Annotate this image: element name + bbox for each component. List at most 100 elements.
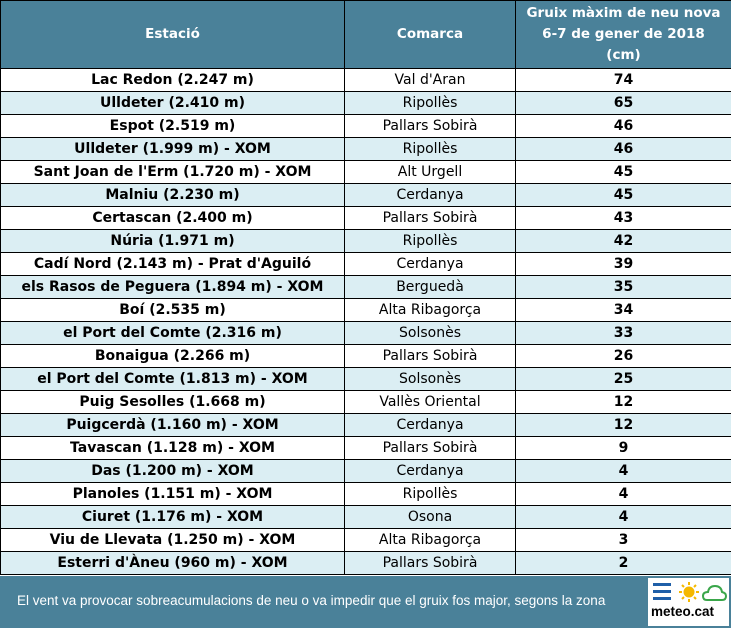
region-cell: Cerdanya <box>344 459 516 483</box>
table-row: Puigcerdà (1.160 m) - XOM Cerdanya 12 <box>0 413 731 437</box>
station-cell: Sant Joan de l'Erm (1.720 m) - XOM <box>0 160 345 184</box>
snow-depth-cell: 3 <box>515 528 731 552</box>
table-row: Cadí Nord (2.143 m) - Prat d'Aguiló Cerda… <box>0 252 731 276</box>
header-snow-line3: (cm) <box>606 47 641 63</box>
table-row: Esterri d'Àneu (960 m) - XOM Pallars Sobi… <box>0 551 731 575</box>
station-cell: Certascan (2.400 m) <box>0 206 345 230</box>
header-snow-line1: Gruix màxim de neu nova <box>526 5 721 21</box>
header-snow-line2: 6-7 de gener de 2018 <box>542 26 705 42</box>
region-cell: Alta Ribagorça <box>344 528 516 552</box>
region-cell: Pallars Sobirà <box>344 344 516 368</box>
region-cell: Pallars Sobirà <box>344 436 516 460</box>
table-row: Malniu (2.230 m) Cerdanya 45 <box>0 183 731 207</box>
region-cell: Osona <box>344 505 516 529</box>
region-cell: Vallès Oriental <box>344 390 516 414</box>
snow-depth-cell: 12 <box>515 390 731 414</box>
snow-depth-cell: 45 <box>515 160 731 184</box>
station-cell: Núria (1.971 m) <box>0 229 345 253</box>
station-cell: Puigcerdà (1.160 m) - XOM <box>0 413 345 437</box>
station-cell: Planoles (1.151 m) - XOM <box>0 482 345 506</box>
region-cell: Pallars Sobirà <box>344 114 516 138</box>
region-cell: Ripollès <box>344 137 516 161</box>
table-row: Das (1.200 m) - XOM Cerdanya 4 <box>0 459 731 483</box>
snow-depth-cell: 26 <box>515 344 731 368</box>
station-cell: Bonaigua (2.266 m) <box>0 344 345 368</box>
table-row: el Port del Comte (2.316 m) Solsonès 33 <box>0 321 731 345</box>
snow-depth-cell: 9 <box>515 436 731 460</box>
header-snow-depth: Gruix màxim de neu nova 6-7 de gener de … <box>515 0 731 69</box>
region-cell: Alt Urgell <box>344 160 516 184</box>
table-row: Ulldeter (2.410 m) Ripollès 65 <box>0 91 731 115</box>
station-cell: Puig Sesolles (1.668 m) <box>0 390 345 414</box>
snow-depth-cell: 4 <box>515 505 731 529</box>
region-cell: Cerdanya <box>344 183 516 207</box>
station-cell: Esterri d'Àneu (960 m) - XOM <box>0 551 345 575</box>
bars-icon <box>653 583 671 600</box>
station-cell: Viu de Llevata (1.250 m) - XOM <box>0 528 345 552</box>
table-row: el Port del Comte (1.813 m) - XOM Solsonè… <box>0 367 731 391</box>
table-row: Bonaigua (2.266 m) Pallars Sobirà 26 <box>0 344 731 368</box>
station-cell: el Port del Comte (1.813 m) - XOM <box>0 367 345 391</box>
table-header-row: Estació Comarca Gruix màxim de neu nova … <box>0 0 731 69</box>
table-row: Ciuret (1.176 m) - XOM Osona 4 <box>0 505 731 529</box>
table-row: Certascan (2.400 m) Pallars Sobirà 43 <box>0 206 731 230</box>
region-cell: Alta Ribagorça <box>344 298 516 322</box>
snow-depth-cell: 46 <box>515 137 731 161</box>
table-row: Núria (1.971 m) Ripollès 42 <box>0 229 731 253</box>
snow-depth-cell: 43 <box>515 206 731 230</box>
snow-depth-cell: 33 <box>515 321 731 345</box>
station-cell: Das (1.200 m) - XOM <box>0 459 345 483</box>
region-cell: Pallars Sobirà <box>344 206 516 230</box>
table-row: Ulldeter (1.999 m) - XOM Ripollès 46 <box>0 137 731 161</box>
cloud-icon <box>701 584 727 601</box>
table-row: Tavascan (1.128 m) - XOM Pallars Sobirà 9 <box>0 436 731 460</box>
table-row: Lac Redon (2.247 m) Val d'Aran 74 <box>0 68 731 92</box>
snow-depth-cell: 12 <box>515 413 731 437</box>
snow-depth-cell: 46 <box>515 114 731 138</box>
region-cell: Solsonès <box>344 321 516 345</box>
station-cell: Espot (2.519 m) <box>0 114 345 138</box>
footer-note: El vent va provocar sobreacumulacions de… <box>17 593 606 608</box>
table-row: Planoles (1.151 m) - XOM Ripollès 4 <box>0 482 731 506</box>
region-cell: Berguedà <box>344 275 516 299</box>
station-cell: Boí (2.535 m) <box>0 298 345 322</box>
header-station: Estació <box>0 0 345 69</box>
region-cell: Cerdanya <box>344 252 516 276</box>
snow-depth-cell: 42 <box>515 229 731 253</box>
meteocat-logo: meteo.cat <box>648 578 729 626</box>
station-cell: els Rasos de Peguera (1.894 m) - XOM <box>0 275 345 299</box>
footer-bar: El vent va provocar sobreacumulacions de… <box>0 576 731 628</box>
station-cell: Cadí Nord (2.143 m) - Prat d'Aguiló <box>0 252 345 276</box>
region-cell: Ripollès <box>344 482 516 506</box>
snow-depth-cell: 65 <box>515 91 731 115</box>
table-row: Boí (2.535 m) Alta Ribagorça 34 <box>0 298 731 322</box>
brand-text: meteo.cat <box>651 604 715 619</box>
station-cell: el Port del Comte (2.316 m) <box>0 321 345 345</box>
station-cell: Lac Redon (2.247 m) <box>0 68 345 92</box>
snow-depth-cell: 34 <box>515 298 731 322</box>
snow-depth-cell: 74 <box>515 68 731 92</box>
weather-icons <box>653 582 727 602</box>
header-region: Comarca <box>344 0 516 69</box>
station-cell: Ciuret (1.176 m) - XOM <box>0 505 345 529</box>
table-row: Puig Sesolles (1.668 m) Vallès Oriental 12 <box>0 390 731 414</box>
table-row: Viu de Llevata (1.250 m) - XOM Alta Ribag… <box>0 528 731 552</box>
region-cell: Ripollès <box>344 91 516 115</box>
region-cell: Ripollès <box>344 229 516 253</box>
snow-depth-cell: 4 <box>515 459 731 483</box>
snow-depth-cell: 35 <box>515 275 731 299</box>
station-cell: Tavascan (1.128 m) - XOM <box>0 436 345 460</box>
table-row: Sant Joan de l'Erm (1.720 m) - XOM Alt Ur… <box>0 160 731 184</box>
snow-depth-cell: 25 <box>515 367 731 391</box>
sun-icon <box>679 582 699 602</box>
station-cell: Malniu (2.230 m) <box>0 183 345 207</box>
snow-depth-cell: 2 <box>515 551 731 575</box>
table-row: Espot (2.519 m) Pallars Sobirà 46 <box>0 114 731 138</box>
region-cell: Cerdanya <box>344 413 516 437</box>
region-cell: Val d'Aran <box>344 68 516 92</box>
snow-depth-cell: 45 <box>515 183 731 207</box>
region-cell: Pallars Sobirà <box>344 551 516 575</box>
snow-depth-table: Estació Comarca Gruix màxim de neu nova … <box>0 0 731 575</box>
station-cell: Ulldeter (1.999 m) - XOM <box>0 137 345 161</box>
